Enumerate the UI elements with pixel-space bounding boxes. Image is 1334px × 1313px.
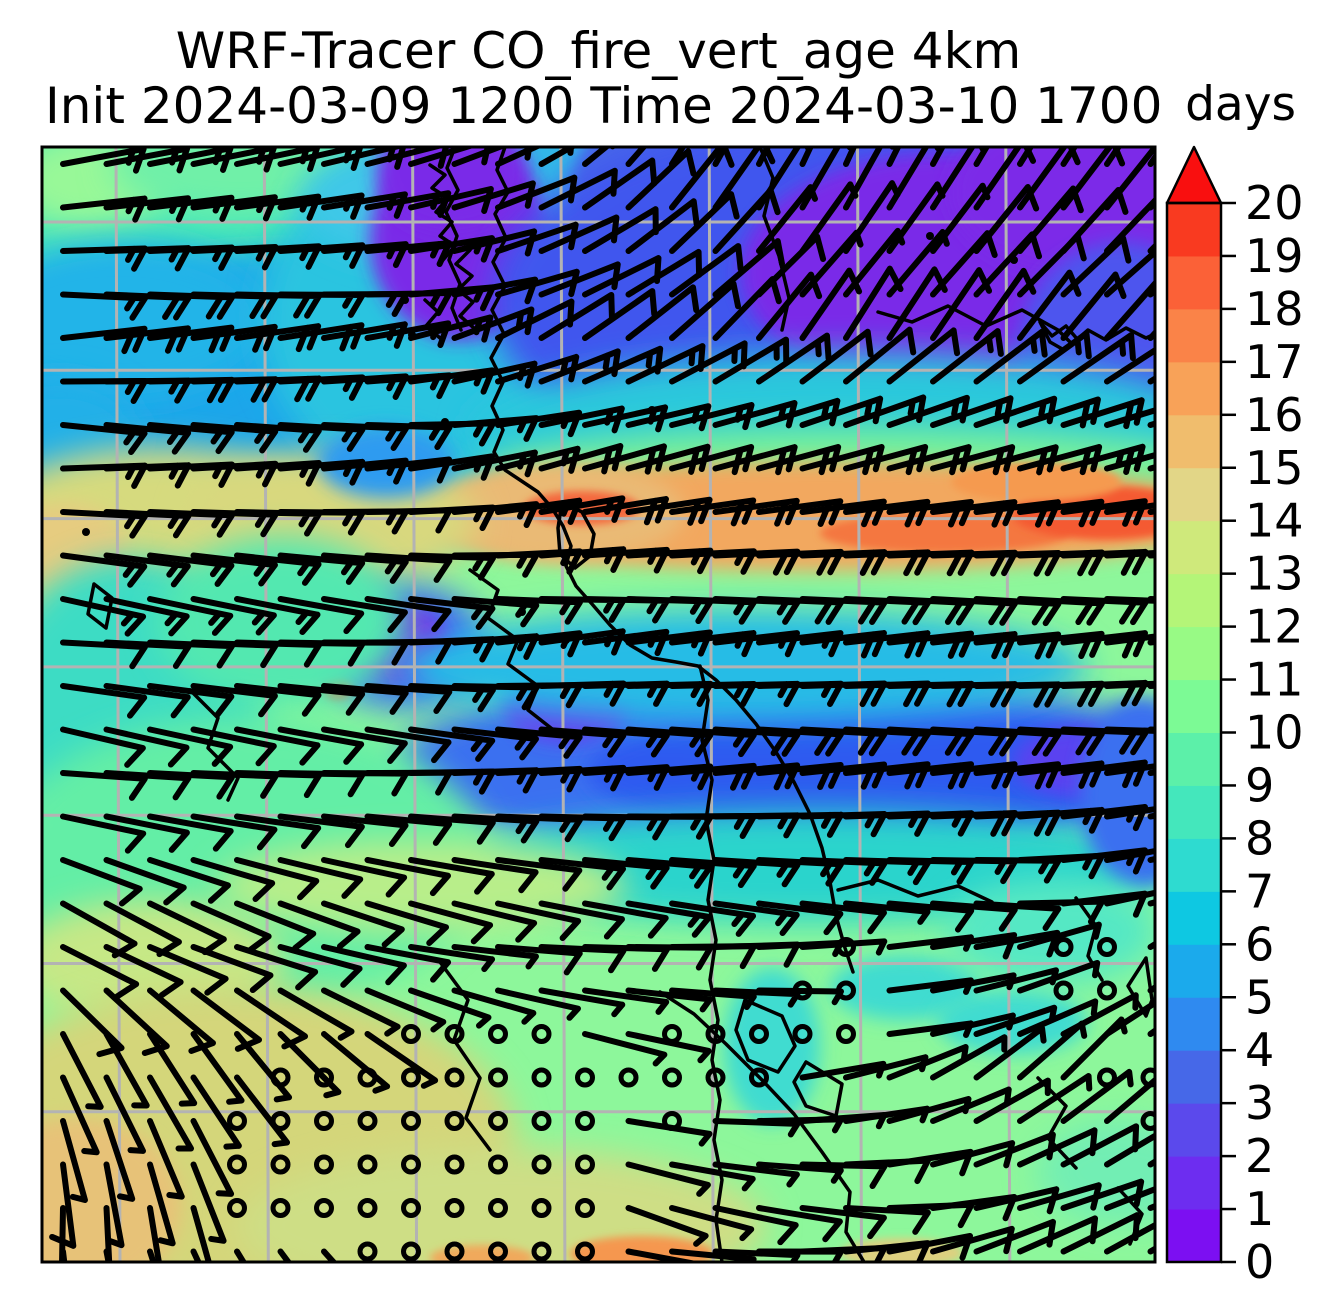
colorbar-tick-label: 3 [1245, 1076, 1274, 1130]
colorbar-units-label: days [1185, 77, 1296, 132]
colorbar-tick-label: 1 [1245, 1182, 1274, 1236]
colorbar-tick-label: 16 [1245, 388, 1304, 442]
wind-barbs [49, 147, 1155, 1262]
colorbar-tick-label: 17 [1245, 335, 1304, 389]
colorbar-tick-label: 7 [1245, 864, 1274, 918]
colorbar-tick-label: 15 [1245, 441, 1304, 495]
plot-title-line1: WRF-Tracer CO_fire_vert_age 4km [175, 22, 1022, 80]
plot-title-line2: Init 2024-03-09 1200 Time 2024-03-10 170… [45, 77, 1163, 135]
colorbar-tick-label: 20 [1245, 176, 1304, 230]
colorbar-tick-label: 8 [1245, 811, 1274, 865]
colorbar-tick-label: 0 [1245, 1235, 1274, 1289]
colorbar-tick-label: 6 [1245, 917, 1274, 971]
colorbar-tick-label: 18 [1245, 282, 1304, 336]
colorbar-tick-label: 11 [1245, 653, 1304, 707]
colorbar-tick-label: 12 [1245, 600, 1304, 654]
colorbar [1165, 145, 1223, 1264]
colorbar-tick-label: 9 [1245, 758, 1274, 812]
map-frame [40, 145, 1157, 1264]
colorbar-tick-label: 2 [1245, 1129, 1274, 1183]
colorbar-tick-label: 4 [1245, 1023, 1274, 1077]
colorbar-tick-label: 5 [1245, 970, 1274, 1024]
colorbar-tick-label: 13 [1245, 547, 1304, 601]
colorbar-tick-label: 19 [1245, 229, 1304, 283]
colorbar-tick-label: 14 [1245, 494, 1304, 548]
colorbar-tick-label: 10 [1245, 706, 1304, 760]
